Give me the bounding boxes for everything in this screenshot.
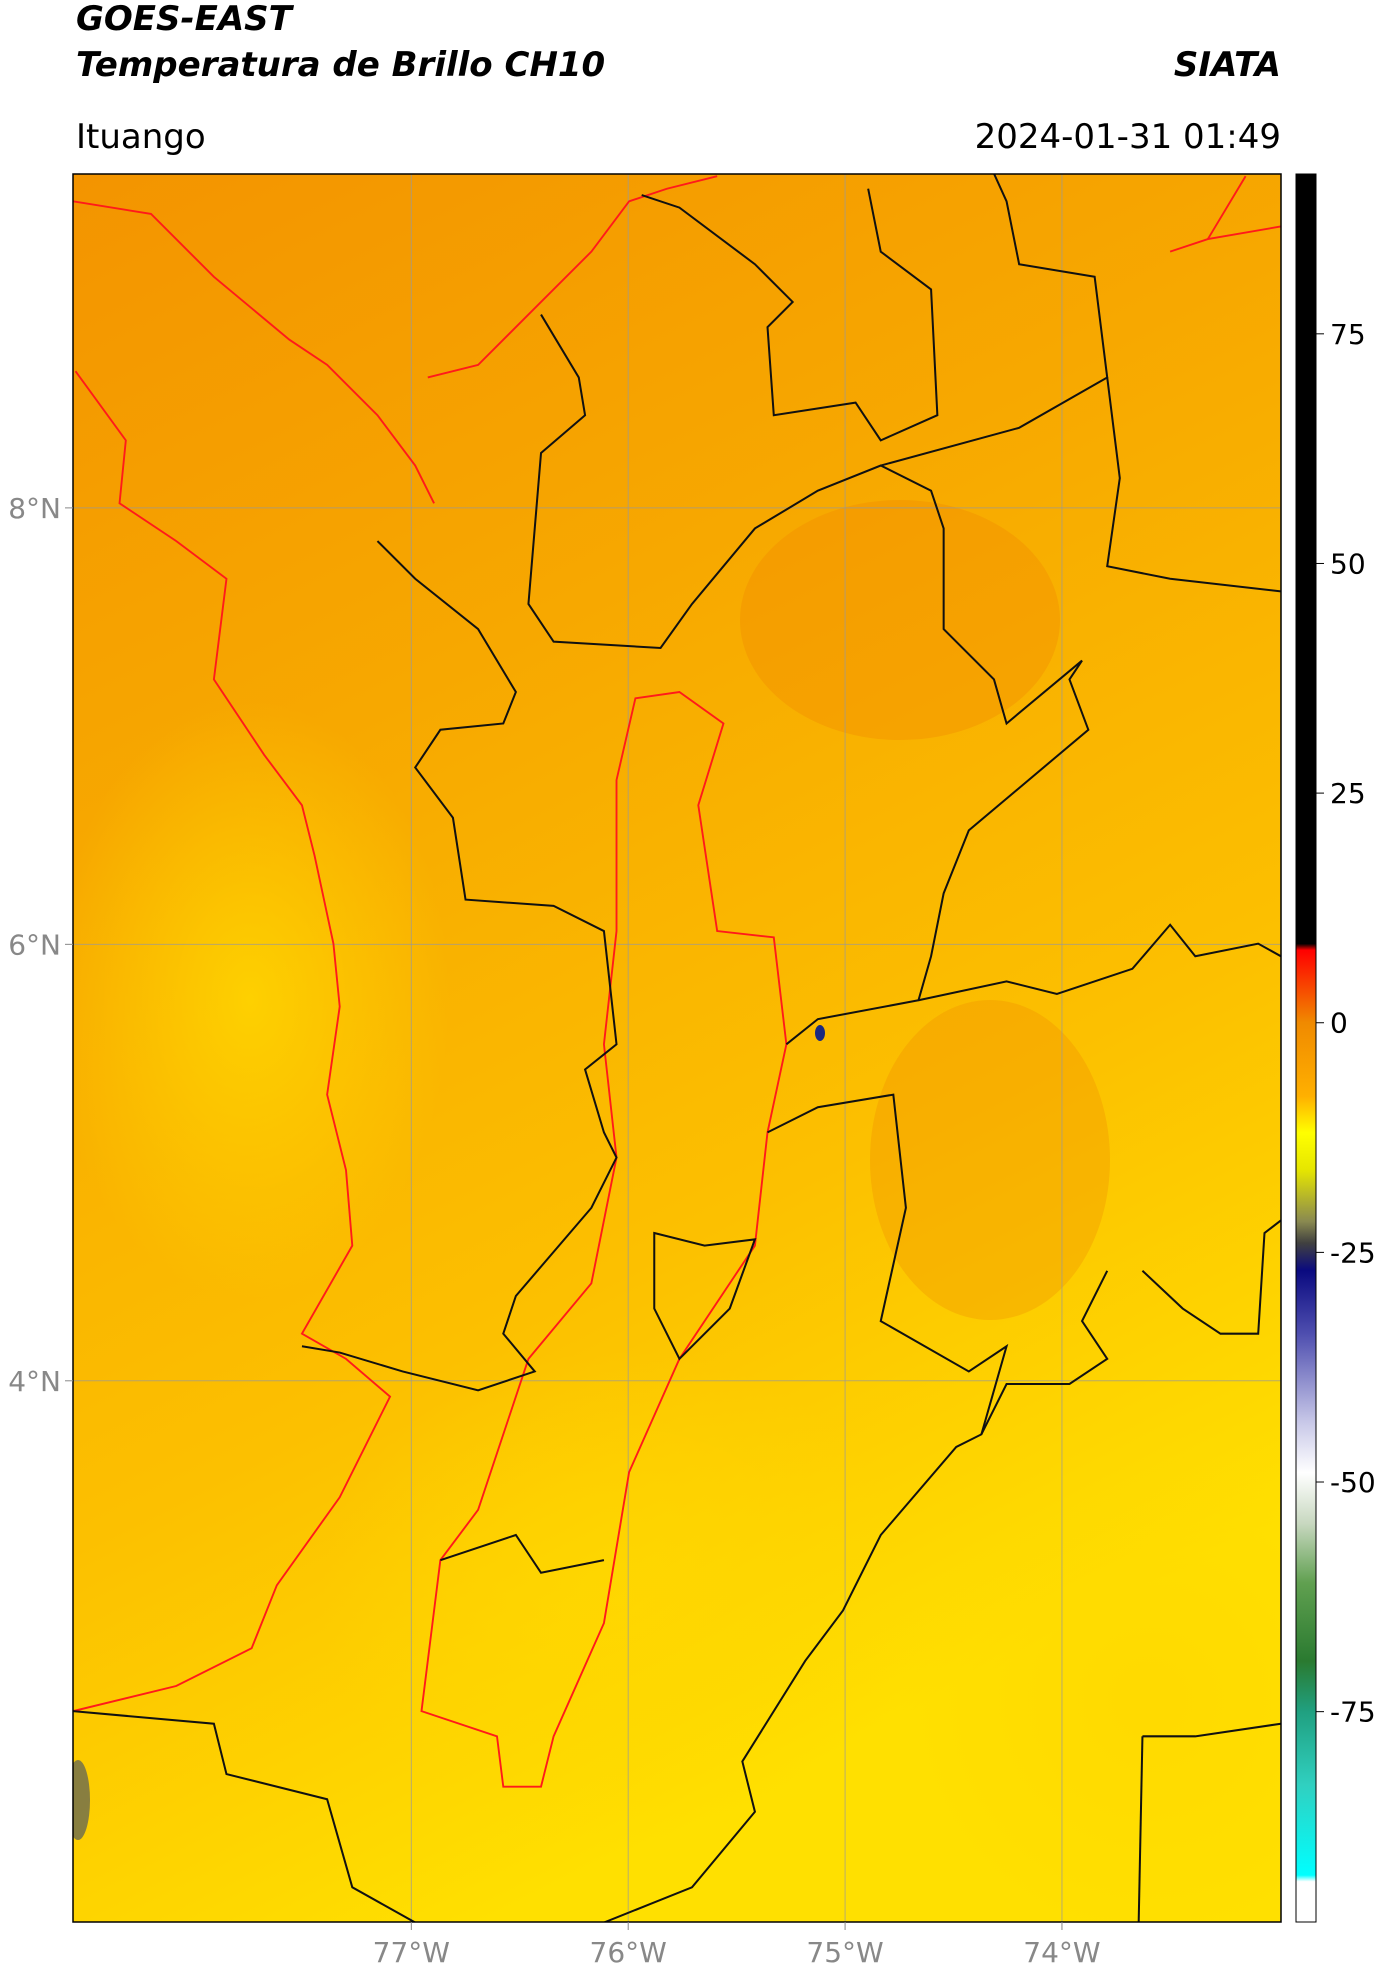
lat-tick-label: 4°N xyxy=(8,1365,61,1398)
warm-region xyxy=(73,700,450,1300)
border xyxy=(980,1270,1109,1435)
border xyxy=(641,188,939,442)
map-frame xyxy=(72,173,1282,1923)
border xyxy=(918,923,1281,1002)
coastline xyxy=(1207,175,1247,240)
lon-tick-label: 74°W xyxy=(1023,1936,1100,1969)
source: SIATA xyxy=(1174,45,1281,85)
border xyxy=(301,540,618,1392)
lat-tick-label: 6°N xyxy=(8,928,61,961)
lon-tick-label: 75°W xyxy=(806,1936,883,1969)
coastline xyxy=(73,370,392,1713)
border xyxy=(1142,1722,1281,1738)
border xyxy=(880,174,1109,467)
colorbar-tick-label: -25 xyxy=(1330,1236,1376,1269)
colorbar-tick-label: -75 xyxy=(1330,1696,1376,1729)
lon-tick-label: 76°W xyxy=(590,1936,667,1969)
coastline xyxy=(427,175,718,379)
cold-spot xyxy=(815,1025,825,1041)
colorbar-tick-label: 0 xyxy=(1330,1007,1348,1040)
grid xyxy=(73,174,1281,1922)
border xyxy=(653,1231,757,1361)
colorbar-tick-label: 25 xyxy=(1330,777,1366,810)
colorbar-tick-label: 50 xyxy=(1330,547,1366,580)
map-area xyxy=(73,174,1281,1922)
region-outline xyxy=(420,691,788,1788)
border xyxy=(440,1533,605,1574)
cool-region xyxy=(870,1000,1110,1320)
border xyxy=(1106,377,1281,593)
colorbar xyxy=(1295,173,1317,1923)
cool-region xyxy=(740,500,1060,740)
border xyxy=(785,659,1090,1046)
border xyxy=(73,1710,416,1922)
border xyxy=(603,1093,1009,1922)
location: Ituango xyxy=(76,117,206,157)
lon-tick-label: 77°W xyxy=(373,1936,450,1969)
lat-tick-label: 8°N xyxy=(8,492,61,525)
warm-region xyxy=(320,1350,920,1850)
warm-region xyxy=(900,1450,1281,1922)
subtitle: Temperatura de Brillo CH10 xyxy=(76,45,605,85)
coastline xyxy=(73,200,435,504)
colorbar-tick-label: -50 xyxy=(1330,1466,1376,1499)
borders xyxy=(73,174,1281,1922)
cold-spot xyxy=(73,1760,90,1840)
border xyxy=(1141,1219,1281,1335)
border xyxy=(1137,1736,1144,1922)
datetime: 2024-01-31 01:49 xyxy=(975,117,1281,157)
colorbar-tick-label: 75 xyxy=(1330,318,1366,351)
border xyxy=(527,314,1083,726)
title: GOES-EAST xyxy=(76,0,295,39)
